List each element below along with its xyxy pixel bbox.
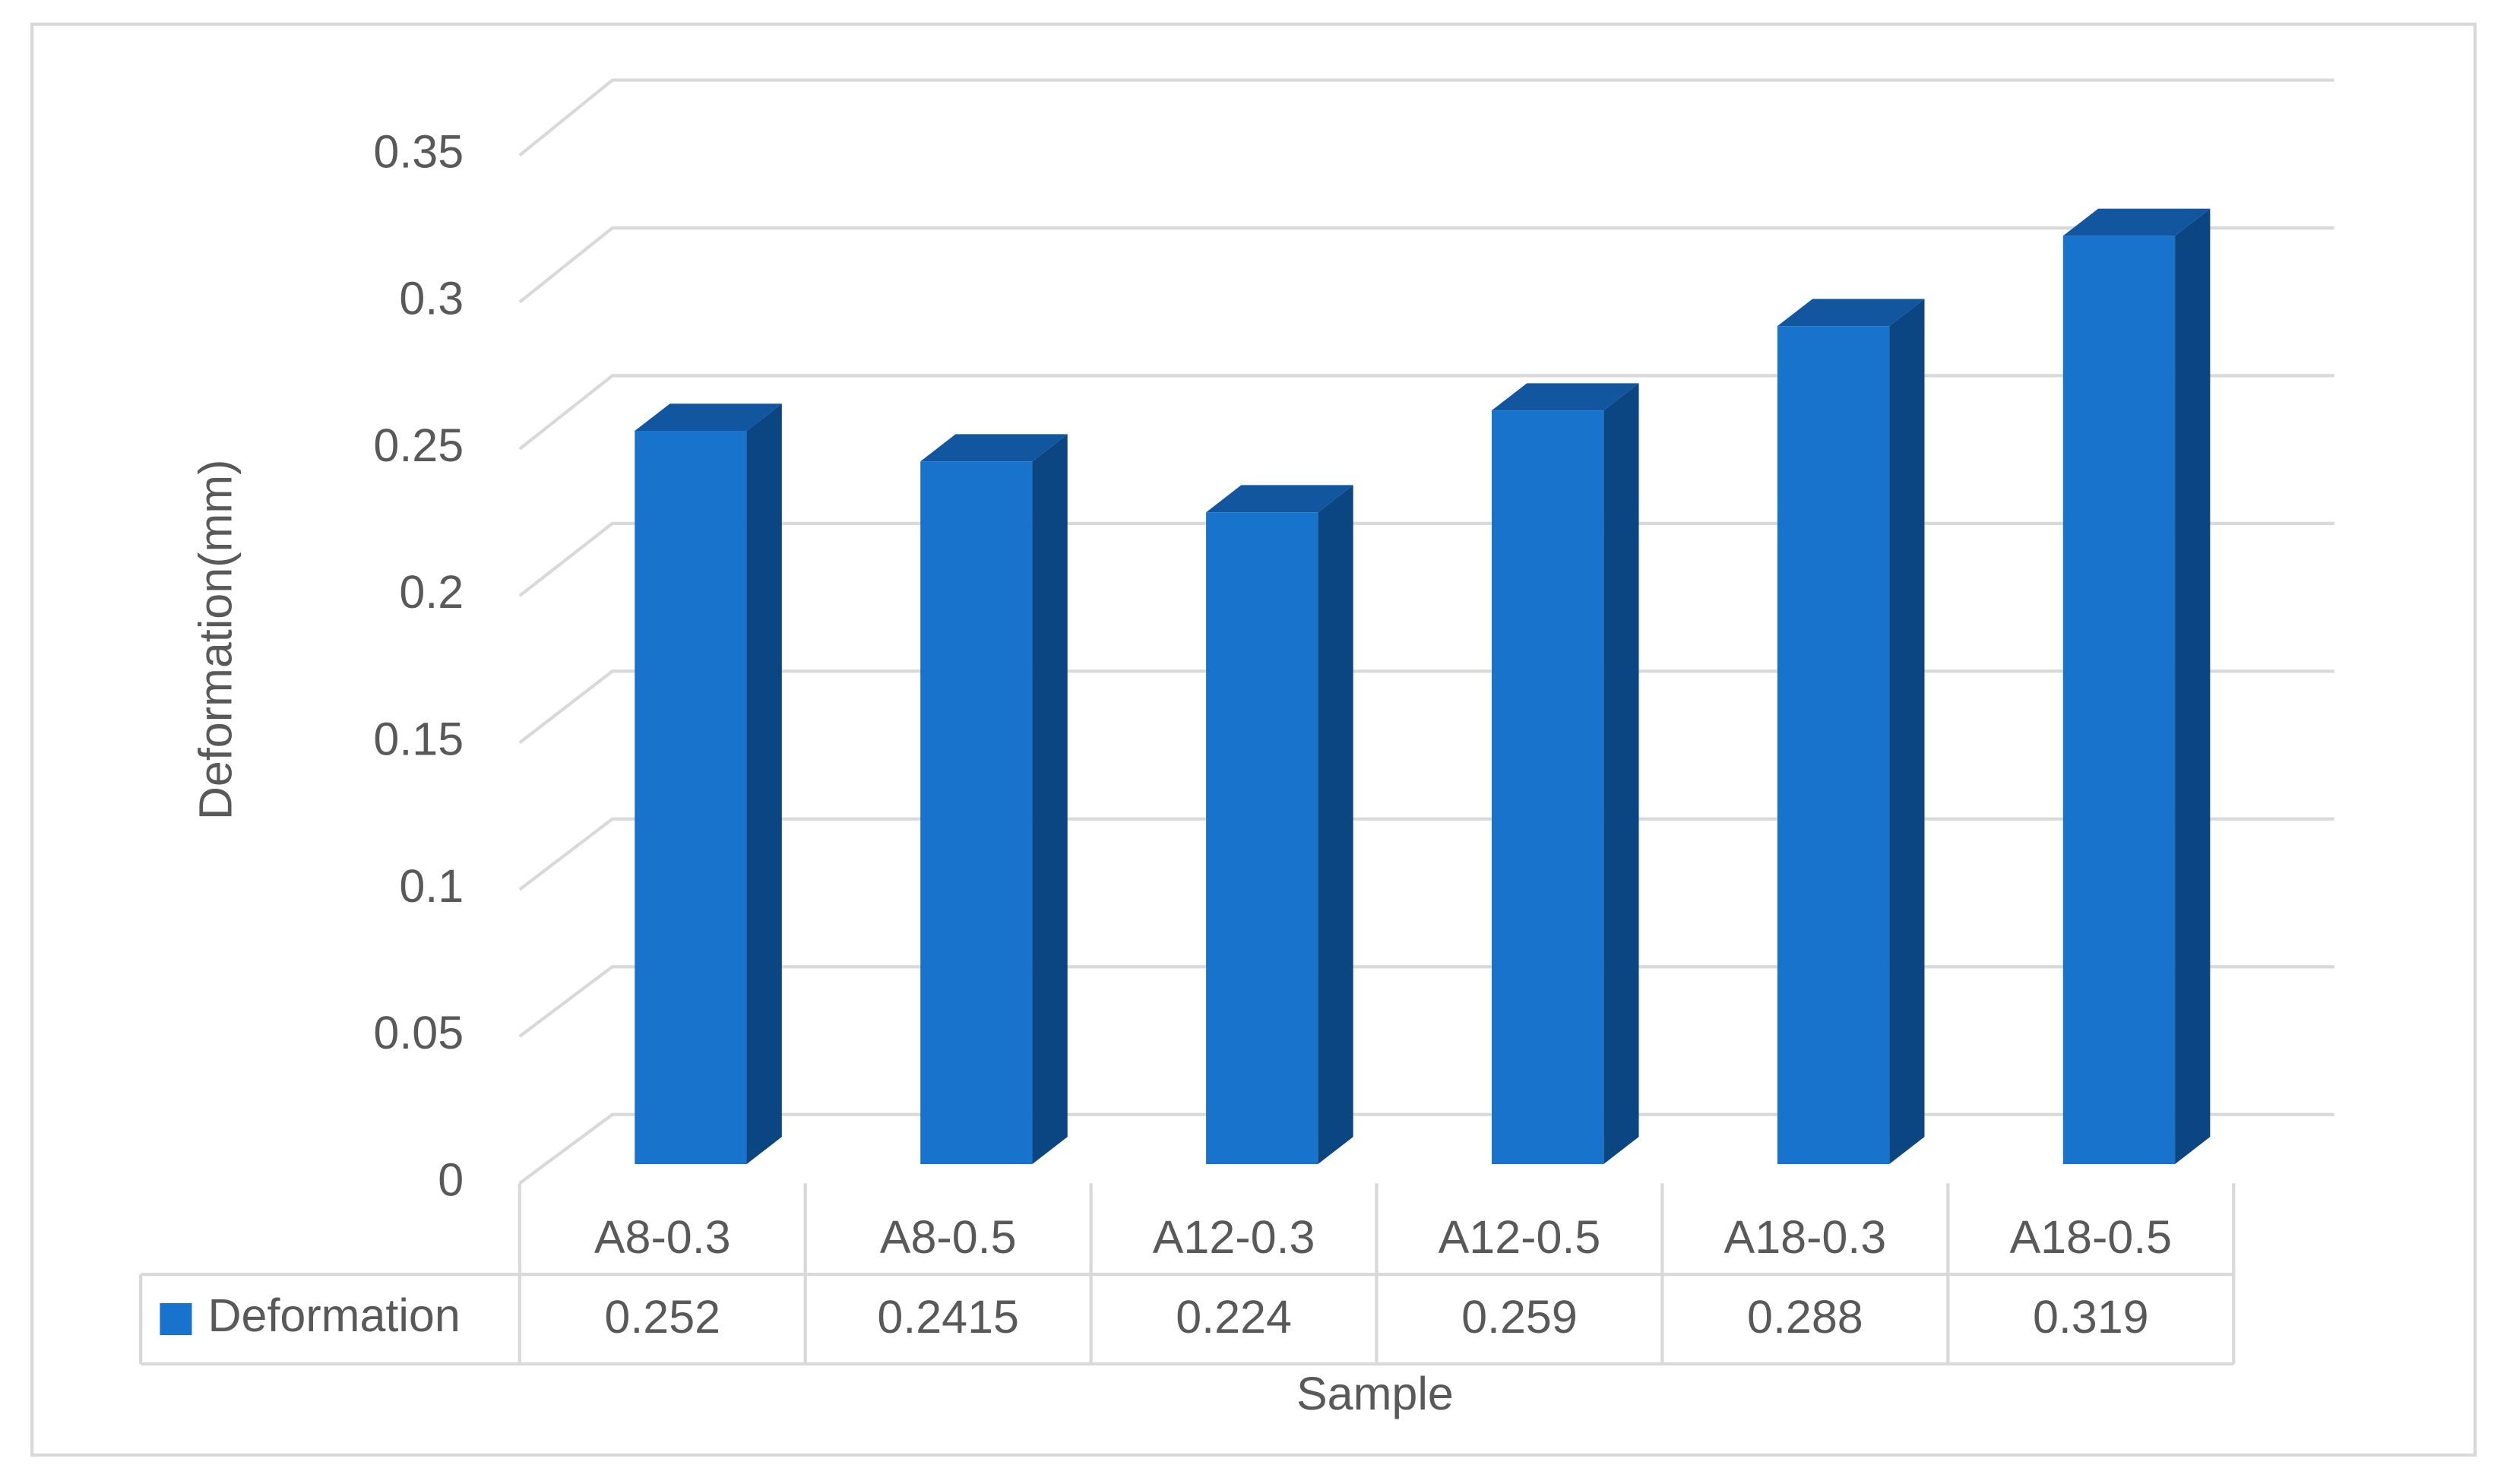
- x-tick-label: A12-0.3: [1153, 1211, 1315, 1263]
- bar: [635, 403, 782, 1164]
- bar-side: [2175, 208, 2211, 1164]
- table-value: 0.259: [1461, 1291, 1578, 1343]
- y-tick-label: 0.1: [399, 860, 464, 912]
- grid-line: [518, 1112, 2334, 1185]
- y-tick-label: 0.05: [373, 1007, 464, 1058]
- bar-side: [1032, 434, 1068, 1164]
- bar: [920, 434, 1068, 1164]
- legend-label: Deformation: [208, 1289, 461, 1341]
- bar-side: [1603, 383, 1639, 1164]
- y-tick-label: 0.15: [373, 714, 464, 765]
- bar-top: [2062, 208, 2211, 236]
- y-tick-label: 0.35: [373, 125, 464, 177]
- bar: [1777, 299, 1925, 1164]
- grid-line: [518, 521, 2334, 597]
- bar-side: [1889, 299, 1925, 1164]
- x-axis-title: Sample: [1296, 1368, 1454, 1419]
- y-tick-label: 0.3: [399, 273, 464, 324]
- bar-front: [1777, 326, 1890, 1164]
- bar-side: [1318, 485, 1353, 1164]
- x-tick-label: A18-0.5: [2009, 1211, 2172, 1263]
- grid-line: [518, 374, 2334, 451]
- table-value: 0.224: [1176, 1291, 1292, 1343]
- x-tick-label: A8-0.3: [594, 1211, 731, 1263]
- y-tick-label: 0: [438, 1153, 464, 1205]
- legend-swatch: [160, 1302, 192, 1336]
- bar-front: [2062, 236, 2176, 1164]
- table-value: 0.2415: [877, 1291, 1019, 1343]
- grid-line: [518, 226, 2334, 304]
- bar-top: [635, 403, 782, 431]
- bar-front: [1491, 410, 1604, 1164]
- grid-line: [518, 817, 2334, 891]
- bar-top: [1777, 299, 1925, 327]
- grid-line: [518, 965, 2334, 1038]
- table-value: 0.252: [604, 1291, 720, 1343]
- table-line: [139, 1183, 2236, 1366]
- x-tick-label: A12-0.5: [1439, 1211, 1601, 1263]
- bar-front: [635, 430, 747, 1164]
- bar: [2062, 208, 2211, 1164]
- bar-front: [1206, 512, 1318, 1164]
- grid-line: [518, 669, 2334, 745]
- bar-side: [746, 403, 782, 1164]
- y-axis-title: Deformation(mm): [189, 460, 241, 821]
- y-tick-label: 0.2: [399, 566, 464, 618]
- bar-top: [1206, 485, 1353, 513]
- bar-top: [920, 434, 1068, 462]
- y-tick-label: 0.25: [373, 419, 464, 471]
- table-value: 0.319: [2033, 1291, 2149, 1343]
- bar-front: [920, 461, 1033, 1164]
- x-tick-label: A18-0.3: [1724, 1211, 1887, 1263]
- bar: [1491, 383, 1639, 1164]
- bar-top: [1491, 383, 1639, 411]
- table-value: 0.288: [1747, 1291, 1863, 1343]
- x-tick-label: A8-0.5: [880, 1211, 1017, 1263]
- bar: [1206, 485, 1353, 1164]
- grid-line: [518, 78, 2334, 157]
